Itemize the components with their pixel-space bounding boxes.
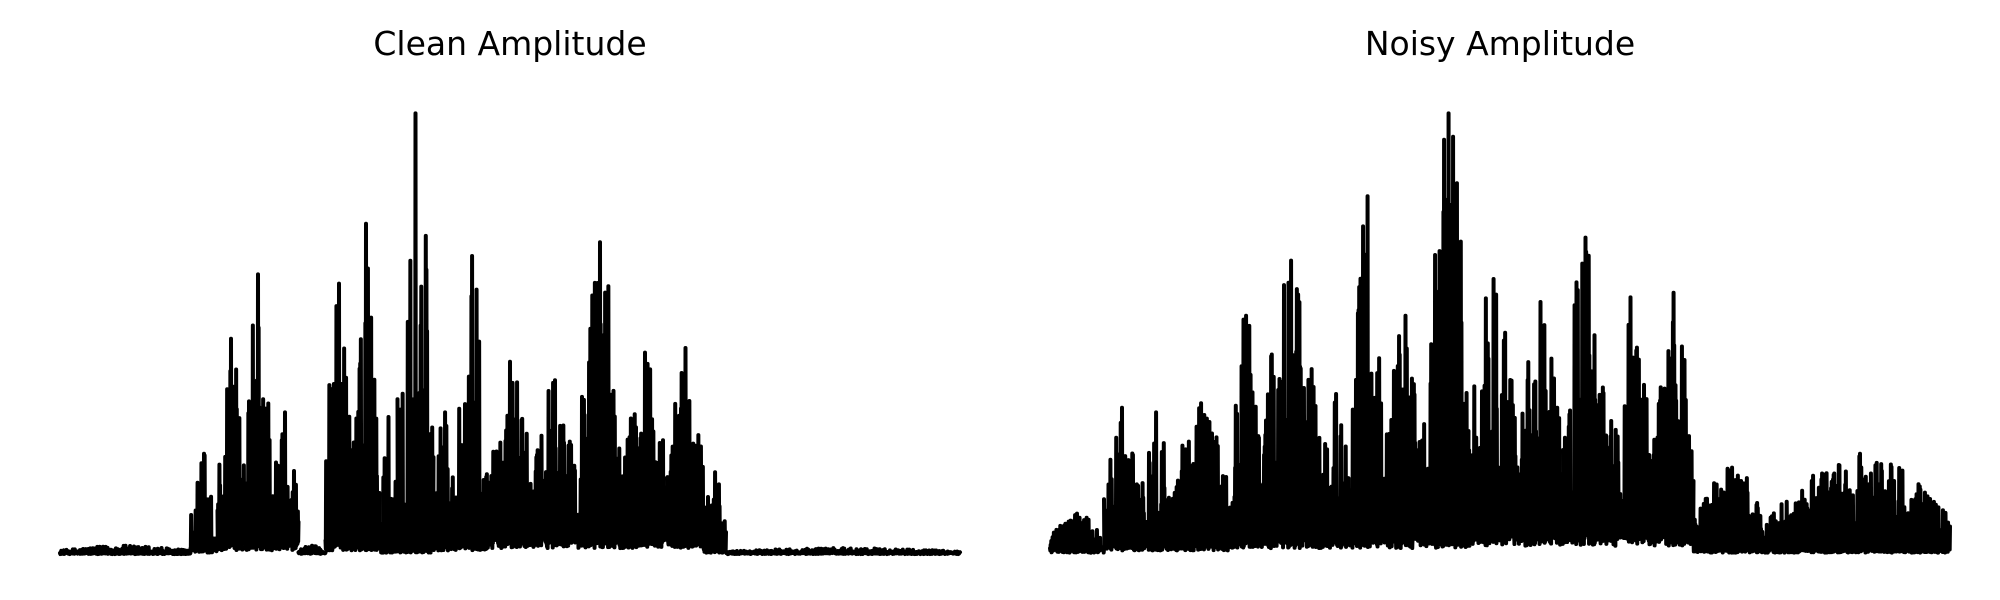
amplitude-segment <box>269 410 301 553</box>
amplitude-segment <box>350 221 382 553</box>
amplitude-segment <box>1561 235 1610 547</box>
amplitude-segment <box>1381 313 1430 551</box>
amplitude-segment <box>1048 511 1106 555</box>
noisy-amplitude-panel: Noisy Amplitude <box>1048 0 1952 600</box>
amplitude-segment <box>1102 405 1142 553</box>
amplitude-segment <box>242 272 274 552</box>
amplitude-segment <box>1138 410 1174 553</box>
chart-title: Noisy Amplitude <box>1364 24 1636 63</box>
amplitude-trace <box>1048 111 1952 555</box>
amplitude-segment <box>188 451 220 555</box>
amplitude-segment <box>1466 277 1520 548</box>
amplitude-segment <box>377 415 400 555</box>
amplitude-segment <box>1349 194 1385 550</box>
amplitude-segment <box>575 240 625 551</box>
amplitude-segment <box>701 470 728 555</box>
amplitude-segment <box>454 254 490 553</box>
amplitude-segment <box>431 410 458 553</box>
amplitude-segment <box>1768 451 1952 555</box>
amplitude-segment <box>724 546 962 557</box>
amplitude-segment <box>1651 290 1696 548</box>
amplitude-segment <box>1606 295 1655 548</box>
amplitude-segment <box>58 543 193 557</box>
amplitude-segment <box>1318 392 1354 550</box>
chart-title: Clean Amplitude <box>373 24 647 63</box>
amplitude-segment <box>1426 111 1471 550</box>
amplitude-segment <box>485 359 535 550</box>
clean-amplitude-panel: Clean Amplitude <box>58 0 962 600</box>
amplitude-segment <box>395 111 436 555</box>
amplitude-segment <box>1691 465 1772 555</box>
amplitude-segment <box>1228 313 1264 550</box>
amplitude-segment <box>620 350 670 550</box>
clean-amplitude-plot <box>58 111 962 557</box>
amplitude-segment <box>530 378 580 550</box>
amplitude-segment <box>1169 401 1232 553</box>
amplitude-trace <box>58 111 962 557</box>
amplitude-segment <box>215 336 247 553</box>
amplitude-segment <box>323 281 355 553</box>
amplitude-segment <box>1516 300 1565 548</box>
amplitude-segment <box>1259 258 1322 551</box>
amplitude-segment <box>296 543 328 556</box>
amplitude-segment <box>665 346 706 550</box>
noisy-amplitude-plot <box>1048 111 1952 555</box>
